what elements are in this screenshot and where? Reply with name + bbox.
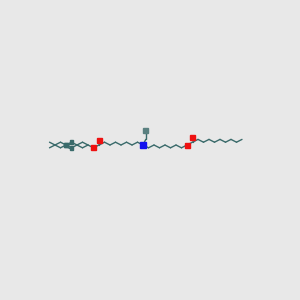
Bar [184,142,190,148]
Bar [64,143,68,147]
Bar [70,140,73,144]
Bar [70,146,73,150]
Bar [140,142,146,148]
Bar [64,143,68,147]
Bar [91,145,96,150]
Bar [143,128,148,133]
Bar [190,135,195,140]
Bar [97,137,101,142]
